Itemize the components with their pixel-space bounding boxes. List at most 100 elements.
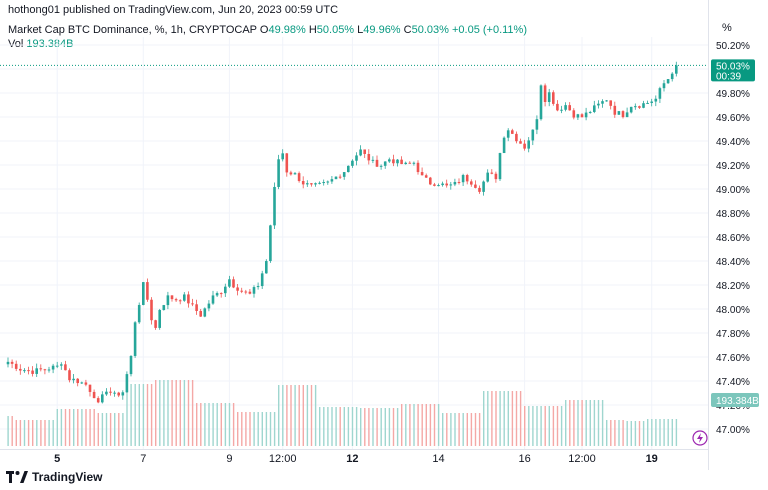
candle-body bbox=[527, 140, 530, 149]
volume-bar bbox=[388, 408, 391, 446]
candle-body bbox=[224, 286, 227, 294]
volume-bar bbox=[323, 407, 325, 446]
volume-bar bbox=[647, 419, 649, 446]
candle-body bbox=[654, 98, 658, 102]
close-label: C bbox=[403, 24, 412, 36]
volume-bar bbox=[171, 380, 173, 446]
candle-body bbox=[547, 92, 551, 102]
volume-bar bbox=[249, 412, 251, 446]
candle-body bbox=[461, 175, 465, 183]
volume-bar bbox=[454, 413, 456, 446]
y-tick-label: 47.00% bbox=[716, 425, 750, 436]
candle-body bbox=[552, 92, 555, 104]
volume-bar bbox=[212, 403, 214, 446]
volume-bar bbox=[470, 413, 473, 446]
candle-body bbox=[388, 159, 391, 162]
volume-bar bbox=[7, 416, 9, 446]
candle-body bbox=[228, 279, 231, 287]
candle-body bbox=[174, 299, 178, 301]
candle-body bbox=[285, 153, 289, 173]
volume-bar bbox=[150, 384, 153, 446]
volume-bar bbox=[335, 407, 337, 446]
volume-bar bbox=[495, 391, 497, 446]
volume-bar bbox=[23, 420, 26, 446]
volume-bar bbox=[159, 380, 161, 446]
volume-bar bbox=[142, 384, 145, 446]
volume-bar bbox=[298, 385, 300, 446]
volume-bar bbox=[376, 408, 378, 446]
candle-body bbox=[367, 153, 371, 161]
volume-bar bbox=[462, 413, 464, 446]
candle-body bbox=[629, 106, 633, 113]
symbol-name[interactable]: Market Cap BTC Dominance, %, 1h, CRYPTOC… bbox=[8, 24, 257, 36]
volume-bar bbox=[413, 404, 415, 446]
candle-body bbox=[613, 105, 617, 115]
volume-label[interactable]: Vol bbox=[8, 38, 24, 50]
candle-body bbox=[363, 149, 366, 154]
high-label: H bbox=[308, 24, 317, 36]
candle-body bbox=[318, 182, 321, 184]
candle-body bbox=[105, 391, 108, 395]
candle-body bbox=[597, 103, 600, 106]
volume-bar bbox=[515, 391, 518, 446]
y-tick-label: 50.20% bbox=[716, 41, 750, 52]
candle-body bbox=[638, 106, 641, 108]
volume-bar bbox=[675, 419, 678, 446]
candle-body bbox=[121, 392, 125, 396]
volume-bar bbox=[466, 413, 468, 446]
volume-bar bbox=[663, 419, 665, 446]
candle-body bbox=[80, 382, 84, 384]
volume-bar bbox=[507, 391, 509, 446]
candle-body bbox=[146, 282, 149, 300]
volume-bar bbox=[282, 385, 284, 446]
candle-body bbox=[166, 295, 170, 306]
close-value: 50.03% bbox=[411, 24, 449, 36]
candle-body bbox=[568, 105, 571, 111]
candle-body bbox=[203, 308, 207, 317]
candle-body bbox=[511, 130, 514, 134]
candle-body bbox=[240, 290, 243, 292]
candle-body bbox=[400, 159, 403, 165]
volume-bar bbox=[606, 420, 608, 446]
volume-bar bbox=[638, 421, 641, 446]
candle-body bbox=[154, 320, 157, 328]
candle-body bbox=[23, 370, 26, 372]
candle-body bbox=[207, 303, 211, 309]
candle-body bbox=[117, 392, 120, 396]
candle-body bbox=[260, 273, 264, 287]
candle-body bbox=[232, 279, 235, 288]
open-value: 49.98% bbox=[268, 24, 306, 36]
candle-body bbox=[675, 65, 678, 74]
volume-tag[interactable] bbox=[711, 393, 759, 407]
volume-bar bbox=[52, 420, 54, 446]
y-tick-label: 47.60% bbox=[716, 353, 750, 364]
countdown-value: 00:39 bbox=[716, 71, 741, 82]
volume-bar bbox=[40, 420, 42, 446]
volume-bar bbox=[220, 403, 222, 446]
volume-bar bbox=[642, 421, 645, 446]
volume-bar bbox=[667, 419, 669, 446]
volume-bar bbox=[581, 400, 583, 446]
tradingview-logo[interactable]: TradingView bbox=[6, 470, 102, 484]
candle-body bbox=[55, 365, 59, 367]
volume-bar bbox=[204, 403, 206, 446]
candle-body bbox=[564, 105, 567, 110]
low-label: L bbox=[357, 24, 364, 36]
candle-body bbox=[84, 382, 88, 385]
candle-body bbox=[306, 183, 309, 185]
volume-bar bbox=[478, 413, 481, 446]
volume-legend: Vol 193.384B bbox=[8, 38, 73, 50]
last-price-tag[interactable] bbox=[711, 59, 755, 82]
candle-body bbox=[576, 114, 580, 118]
candle-body bbox=[670, 73, 674, 80]
volume-bar bbox=[15, 420, 17, 446]
volume-bar bbox=[536, 406, 538, 446]
candle-body bbox=[584, 112, 588, 118]
volume-bar bbox=[146, 384, 149, 446]
y-tick-label: 47.40% bbox=[716, 377, 750, 388]
candle-body bbox=[170, 295, 174, 300]
volume-bar bbox=[433, 404, 436, 446]
volume-bar bbox=[68, 409, 71, 446]
volume-bar bbox=[97, 413, 99, 446]
